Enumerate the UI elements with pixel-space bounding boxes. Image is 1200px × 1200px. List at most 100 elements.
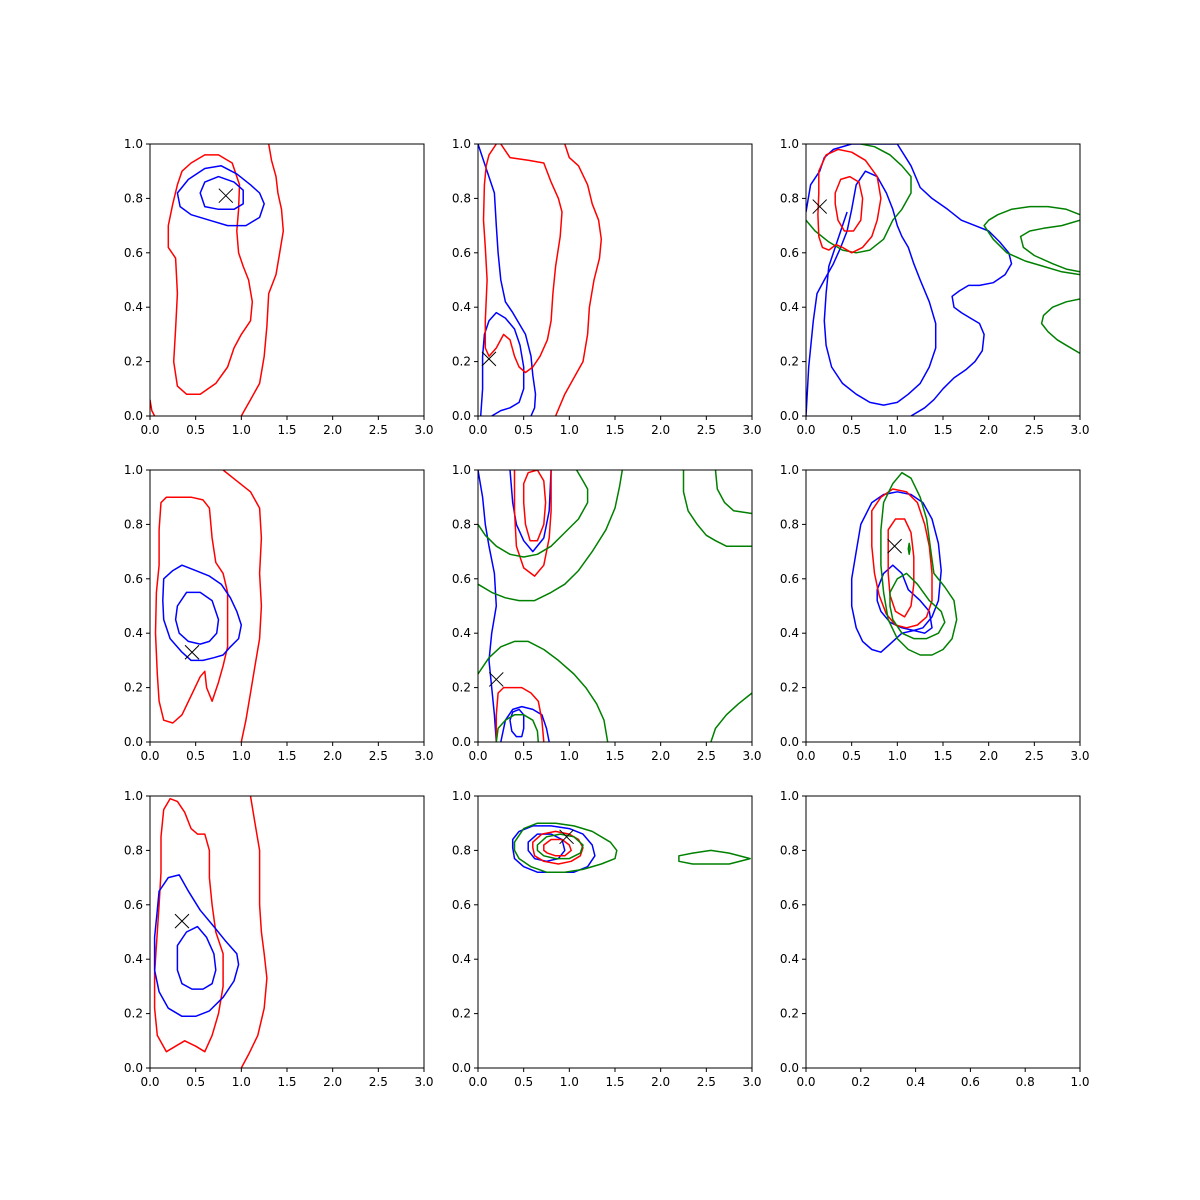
x-marker-stroke	[481, 351, 497, 367]
x-marker-stroke	[184, 644, 200, 660]
subplot-3: 0.0 0.5 1.0 1.5 2.0 2.5 3.0 0.0 0.2 0.4 0.6 0.8 1.0	[780, 137, 1090, 437]
x-tick-label: 1.0	[888, 423, 907, 437]
contour-line-3	[806, 144, 912, 254]
subplot-2: 0.0 0.5 1.0 1.5 2.0 2.5 3.0 0.0 0.2 0.4 0.6 0.8 1.0	[452, 137, 762, 437]
contour-line-7	[495, 686, 545, 742]
contour-line-3	[162, 564, 243, 662]
y-tick-label: 0.4	[780, 626, 799, 640]
plot-area	[154, 470, 263, 742]
x-tick-label: 1.5	[605, 423, 624, 437]
y-tick-label: 0.0	[452, 409, 471, 423]
y-tick-label: 0.2	[452, 355, 471, 369]
x-tick-label: 1.0	[232, 1075, 251, 1089]
y-tick-label: 0.2	[780, 681, 799, 695]
contour-line-10	[478, 640, 609, 742]
x-tick-label: 0.0	[140, 1075, 159, 1089]
contour-line-1	[153, 797, 224, 1053]
subplot-4: 0.0 0.5 1.0 1.5 2.0 2.5 3.0 0.0 0.2 0.4 0.6 0.8 1.0	[124, 463, 434, 763]
contour-line-4	[887, 518, 915, 618]
x-tick-label: 0.5	[186, 749, 205, 763]
plot-area	[850, 471, 958, 656]
x-tick-label: 0.5	[186, 1075, 205, 1089]
x-tick-label: 2.5	[697, 1075, 716, 1089]
x-tick-label: 0.0	[468, 1075, 487, 1089]
x-tick-label: 3.0	[414, 1075, 433, 1089]
axes-frame	[805, 469, 1081, 743]
x-tick-label: 1.0	[888, 749, 907, 763]
y-tick-label: 0.8	[780, 191, 799, 205]
x-tick-label: 0.0	[468, 749, 487, 763]
axes-frame	[805, 795, 1081, 1069]
y-tick-label: 0.4	[780, 300, 799, 314]
contour-line-2	[240, 796, 268, 1068]
y-tick-label: 0.8	[124, 517, 143, 531]
y-tick-label: 0.6	[780, 572, 799, 586]
contour-line-5	[513, 470, 552, 577]
y-tick-label: 0.2	[452, 1007, 471, 1021]
y-tick-label: 1.0	[124, 463, 143, 477]
x-tick-label: 1.0	[232, 423, 251, 437]
contour-line-6	[522, 470, 547, 542]
contour-line-6	[889, 572, 946, 640]
x-tick-label: 2.5	[1025, 423, 1044, 437]
contour-line-1	[154, 496, 229, 724]
y-tick-label: 0.0	[452, 1061, 471, 1075]
x-marker-stroke	[559, 829, 574, 845]
x-tick-label: 1.5	[277, 423, 296, 437]
x-tick-label: 0.6	[961, 1075, 980, 1089]
x-tick-label: 0.0	[468, 423, 487, 437]
x-tick-label: 2.5	[369, 423, 388, 437]
contour-line-7	[678, 849, 751, 865]
x-tick-label: 0.5	[514, 423, 533, 437]
y-tick-label: 0.0	[124, 1061, 143, 1075]
x-tick-label: 0.5	[514, 1075, 533, 1089]
subplot-5: 0.0 0.5 1.0 1.5 2.0 2.5 3.0 0.0 0.2 0.4 0.6 0.8 1.0	[452, 463, 762, 763]
x-tick-label: 0.0	[796, 423, 815, 437]
y-tick-label: 1.0	[452, 789, 471, 803]
contour-line-3	[871, 488, 933, 629]
y-tick-label: 0.0	[780, 735, 799, 749]
x-tick-label: 2.5	[369, 1075, 388, 1089]
y-tick-label: 0.8	[780, 843, 799, 857]
x-tick-label: 0.8	[1016, 1075, 1035, 1089]
x-tick-label: 3.0	[1070, 423, 1089, 437]
x-tick-label: 1.0	[560, 423, 579, 437]
x-tick-label: 2.0	[979, 749, 998, 763]
y-tick-label: 0.4	[124, 300, 143, 314]
y-tick-label: 0.6	[452, 572, 471, 586]
y-tick-label: 0.6	[452, 246, 471, 260]
x-tick-label: 2.0	[651, 1075, 670, 1089]
subplot-6: 0.0 0.5 1.0 1.5 2.0 2.5 3.0 0.0 0.2 0.4 0.6 0.8 1.0	[780, 463, 1090, 763]
x-tick-label: 0.0	[140, 423, 159, 437]
x-tick-label: 2.5	[369, 749, 388, 763]
contour-line-4	[543, 838, 572, 857]
subplot-9: 0.0 0.2 0.4 0.6 0.8 1.0 0.0 0.2 0.4 0.6 0.8 1.0	[780, 789, 1090, 1089]
x-tick-label: 1.0	[560, 1075, 579, 1089]
y-tick-label: 0.2	[780, 1007, 799, 1021]
contour-line-6	[536, 833, 584, 860]
y-tick-label: 0.4	[124, 626, 143, 640]
y-tick-label: 1.0	[780, 789, 799, 803]
x-marker	[887, 538, 902, 554]
contour-line-1	[806, 144, 1013, 416]
contour-line-4	[554, 144, 603, 416]
x-tick-label: 3.0	[1070, 749, 1089, 763]
y-tick-label: 0.0	[124, 409, 143, 423]
contour-line-2	[527, 833, 566, 863]
axes-frame	[477, 795, 753, 1069]
contour-line-2	[876, 564, 933, 634]
y-tick-label: 0.4	[124, 952, 143, 966]
plot-area	[478, 470, 752, 742]
contour-line-1	[478, 470, 498, 742]
plot-area	[478, 144, 603, 416]
x-tick-label: 0.5	[842, 423, 861, 437]
x-tick-label: 0.5	[186, 423, 205, 437]
contour-line-4	[174, 591, 220, 645]
contour-line-8	[478, 470, 589, 558]
contour-line-1	[478, 144, 537, 416]
x-tick-label: 2.0	[651, 423, 670, 437]
y-tick-label: 1.0	[124, 137, 143, 151]
x-tick-label: 0.0	[140, 749, 159, 763]
y-tick-label: 0.2	[124, 355, 143, 369]
contour-line-5	[1019, 219, 1080, 273]
